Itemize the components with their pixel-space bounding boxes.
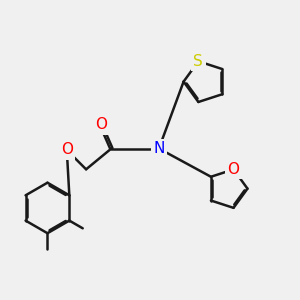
Text: O: O (227, 162, 239, 177)
Text: O: O (95, 117, 107, 132)
Text: O: O (61, 142, 73, 158)
Text: N: N (153, 141, 165, 156)
Text: S: S (194, 54, 203, 69)
